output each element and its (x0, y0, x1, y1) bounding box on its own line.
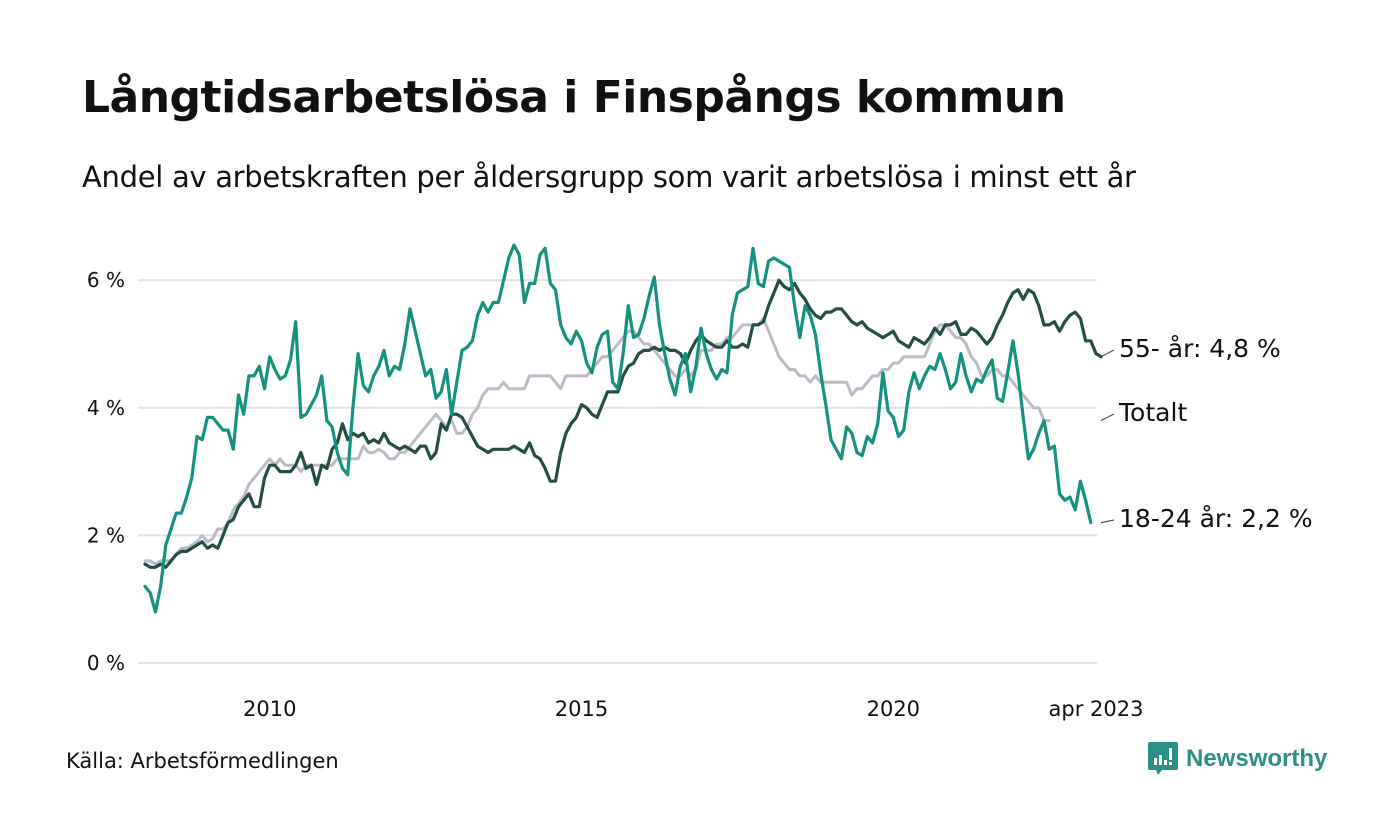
y-tick-label: 4 % (87, 396, 125, 420)
y-tick-label: 2 % (87, 523, 125, 547)
chart-subtitle: Andel av arbetskraften per åldersgrupp s… (82, 160, 1136, 194)
end-label: Totalt (1118, 398, 1187, 427)
end-label: 18-24 år: 2,2 % (1119, 504, 1313, 533)
y-tick-label: 6 % (87, 268, 125, 292)
bar-chart-speech-bubble-icon (1148, 742, 1178, 775)
series-line-totalt (143, 317, 1051, 566)
x-tick-label: 2010 (243, 697, 296, 721)
x-tick-label: apr 2023 (1049, 697, 1144, 721)
y-axis: 0 % 2 % 4 % 6 % (87, 268, 125, 675)
series-lines (143, 243, 1103, 614)
end-label-connector (1100, 413, 1115, 422)
x-axis: 2010 2015 2020 apr 2023 (243, 697, 1143, 721)
end-label-connector (1100, 349, 1115, 358)
brand-name: Newsworthy (1186, 745, 1328, 772)
x-tick-label: 2020 (867, 697, 920, 721)
y-tick-label: 0 % (87, 651, 125, 675)
end-labels: Totalt 55- år: 4,8 % 18-24 år: 2,2 % (1100, 334, 1313, 533)
gridlines (138, 279, 1097, 664)
chart-title: Långtidsarbetslösa i Finspångs kommun (82, 72, 1066, 123)
x-tick-label: 2015 (555, 697, 608, 721)
series-line-18-24-r (143, 243, 1093, 614)
series-line-55-r (143, 278, 1103, 569)
end-label-connector (1100, 519, 1115, 524)
end-label: 55- år: 4,8 % (1119, 334, 1281, 363)
newsworthy-logo: Newsworthy (1148, 742, 1327, 776)
source-note: Källa: Arbetsförmedlingen (66, 749, 339, 773)
